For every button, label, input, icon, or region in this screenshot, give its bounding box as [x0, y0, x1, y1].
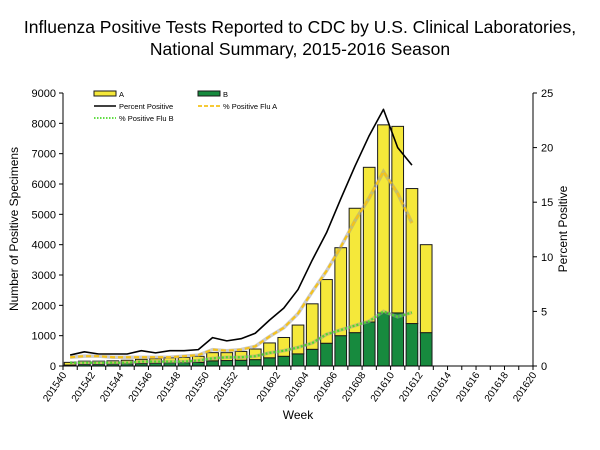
y2-tick-label: 10	[541, 252, 553, 264]
lines-group	[69, 108, 414, 365]
bar-b-201603	[291, 353, 305, 367]
bar-b-201612	[419, 332, 433, 367]
x-tick-label: 201606	[312, 370, 340, 404]
x-tick-label: 201542	[70, 370, 98, 404]
x-tick-label: 201602	[255, 370, 283, 404]
bar-b-201607	[348, 332, 362, 367]
y2-tick-label: 25	[541, 88, 553, 100]
bar-b-201606	[334, 335, 348, 367]
legend-label-a: A	[119, 90, 124, 99]
x-tick-label: 201604	[283, 370, 311, 404]
y2-axis-label: Percent Positive	[556, 185, 570, 272]
y2-tick-label: 5	[541, 306, 547, 318]
y-tick-label: 6000	[32, 179, 56, 191]
legend-label-b: B	[223, 90, 228, 99]
bar-b-201611	[405, 323, 419, 367]
bar-b-201552	[234, 359, 248, 367]
bar-b-201610	[391, 312, 405, 367]
bar-b-201605	[320, 342, 333, 367]
bar-a-201612	[419, 244, 433, 334]
y-tick-label: 3000	[32, 270, 56, 282]
bar-b-201553	[248, 359, 262, 367]
bar-a-201602	[277, 336, 291, 357]
x-tick-label: 201614	[426, 370, 454, 404]
bar-a-201610	[391, 125, 405, 314]
legend-swatch-a	[93, 90, 117, 97]
line--positive-flu-b	[70, 310, 413, 364]
legend-label--positive-flu-a: % Positive Flu A	[223, 102, 277, 111]
x-axis-label: Week	[283, 408, 314, 422]
y-tick-label: 0	[50, 361, 56, 373]
bar-a-201611	[405, 188, 419, 325]
x-tick-label: 201546	[127, 370, 155, 404]
line-percent-positive	[69, 108, 413, 356]
x-tick-label: 201540	[41, 370, 69, 404]
y2-tick-label: 20	[541, 143, 553, 155]
bar-b-201609	[377, 312, 390, 367]
x-tick-label: 201620	[511, 370, 539, 404]
x-tick-label: 201544	[98, 370, 126, 404]
chart-title: Influenza Positive Tests Reported to CDC…	[0, 16, 600, 60]
bar-a-201605	[320, 279, 333, 344]
y-tick-label: 2000	[32, 300, 56, 312]
legend-label--positive-flu-b: % Positive Flu B	[119, 114, 174, 123]
y-tick-label: 4000	[32, 240, 56, 252]
bar-b-201601	[263, 357, 276, 367]
y2-tick-label: 15	[541, 197, 553, 209]
y-tick-label: 9000	[32, 88, 56, 100]
chart-title-line-1: Influenza Positive Tests Reported to CDC…	[23, 17, 577, 37]
bar-a-201603	[291, 324, 305, 355]
y-tick-label: 8000	[32, 118, 56, 130]
x-tick-label: 201618	[483, 370, 511, 404]
x-tick-label: 201612	[397, 370, 425, 404]
y-tick-label: 7000	[32, 149, 56, 161]
chart-title-line-2: National Summary, 2015-2016 Season	[149, 39, 451, 59]
y2-tick-label: 0	[541, 361, 547, 373]
bar-b-201551	[220, 360, 234, 367]
bar-a-201606	[334, 247, 348, 337]
y-tick-label: 1000	[32, 331, 56, 343]
legend-swatch-b	[197, 90, 221, 97]
x-tick-label: 201616	[454, 370, 482, 404]
y-axis-label: Number of Positive Specimens	[7, 147, 21, 311]
legend: A B Percent Positive % Positive Flu A % Posi…	[93, 90, 277, 123]
x-tick-label: 201608	[340, 370, 368, 404]
bar-a-201604	[305, 303, 319, 350]
bar-b-201549	[191, 361, 205, 367]
y-tick-label: 5000	[32, 209, 56, 221]
bar-a-201607	[348, 207, 362, 334]
bar-b-201550	[206, 360, 219, 367]
x-tick-label: 201610	[369, 370, 397, 404]
x-tick-label: 201548	[155, 370, 183, 404]
bar-b-201602	[277, 355, 291, 367]
x-tick-label: 201550	[184, 370, 212, 404]
bar-a-201609	[377, 124, 390, 314]
bars-group	[63, 124, 433, 367]
line--positive-flu-a	[70, 170, 413, 359]
x-tick-label: 201552	[212, 370, 240, 404]
bar-b-201608	[362, 321, 376, 367]
bar-b-201604	[305, 348, 319, 367]
legend-label-percent-positive: Percent Positive	[119, 102, 173, 111]
